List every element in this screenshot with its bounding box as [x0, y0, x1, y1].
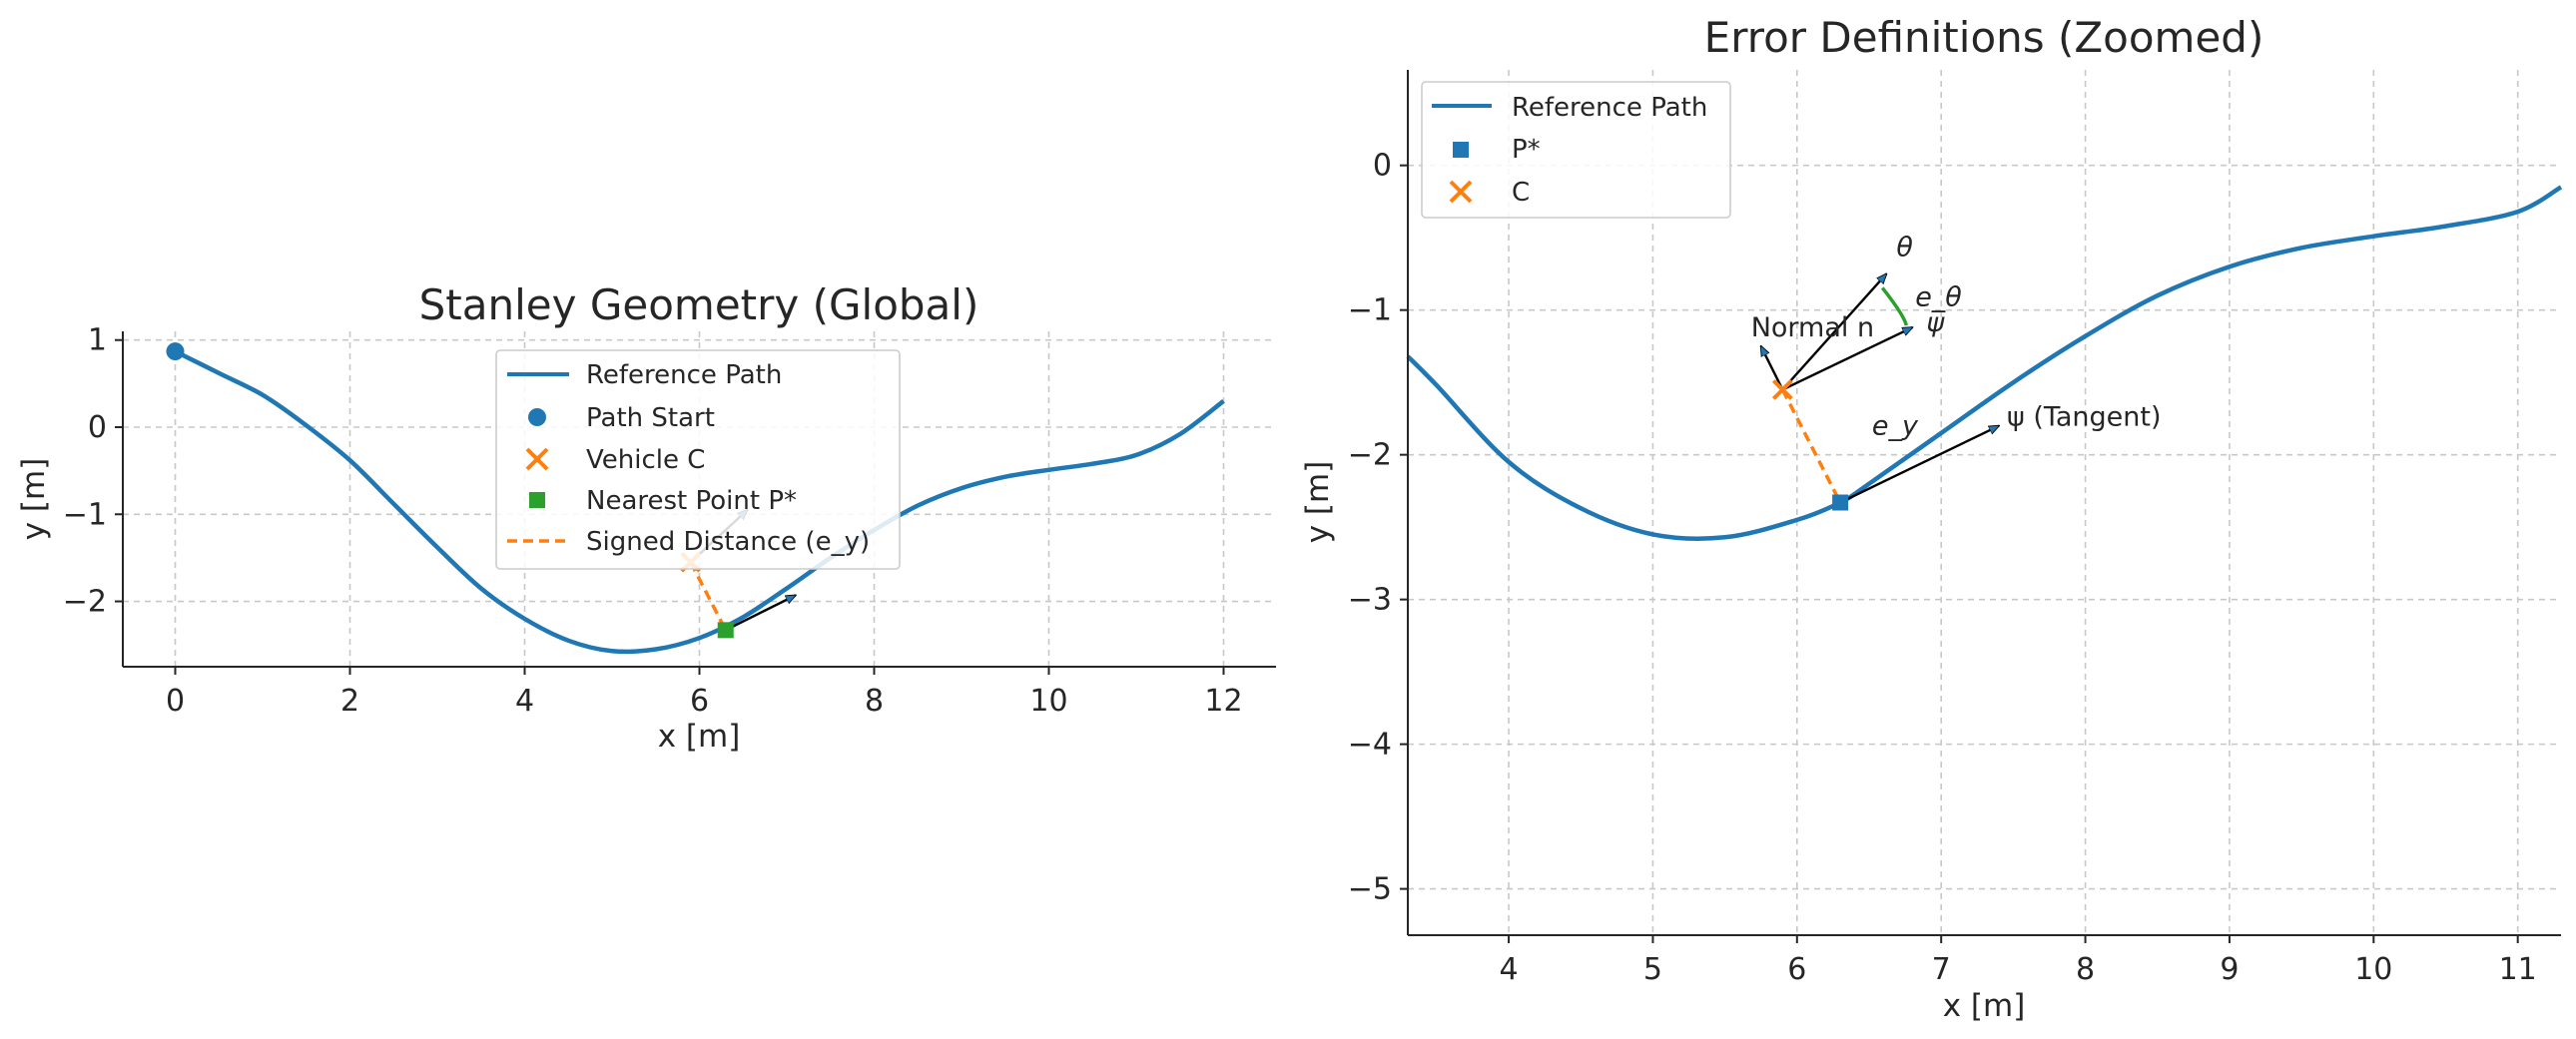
- nearest-point-marker: [1832, 494, 1849, 511]
- arrow-label: Normal n: [1751, 312, 1874, 343]
- error-definitions-chart: ψ (Tangent) Normal n θ ψ e_y e_θ 4 5 6 7 8 9 10 11 0 −…: [1300, 13, 2563, 1024]
- x-axis-label: x [m]: [1943, 988, 2026, 1024]
- y-tick-label: −5: [1348, 872, 1392, 907]
- y-tick-label: −2: [63, 585, 107, 620]
- legend-swatch-path-start: [528, 408, 546, 426]
- legend-label: C: [1512, 178, 1530, 208]
- y-tick-label: 1: [88, 323, 107, 358]
- y-tick-label: −3: [1348, 583, 1392, 618]
- legend-label: P*: [1512, 135, 1541, 165]
- y-axis-label: y [m]: [16, 458, 52, 541]
- legend-label: Nearest Point P*: [586, 486, 797, 516]
- etheta-annotation: e_θ: [1915, 281, 1962, 312]
- legend-swatch-p-star: [1453, 142, 1469, 158]
- x-tick-label: 5: [1643, 952, 1662, 987]
- vehicle-marker-stroke: [1771, 378, 1793, 400]
- x-axis-label: x [m]: [658, 719, 741, 755]
- x-tick-label: 4: [1500, 952, 1519, 987]
- x-tick-label: 2: [340, 684, 359, 719]
- arrow-label: ψ: [1926, 307, 1945, 338]
- x-tick-label: 9: [2220, 952, 2239, 987]
- x-tick-label: 6: [1787, 952, 1806, 987]
- arrow-label: ψ (Tangent): [2007, 402, 2162, 433]
- signed-distance-line: [689, 561, 728, 632]
- chart-legend: Reference Path Path Start Vehicle C Near…: [495, 349, 901, 570]
- path-start-marker: [166, 342, 185, 361]
- x-tick-label: 8: [2076, 952, 2095, 987]
- legend-label: Path Start: [586, 403, 715, 433]
- arrow-label: θ: [1896, 232, 1913, 262]
- vector-arrow: [1781, 325, 1912, 391]
- x-tick-label: 0: [166, 684, 185, 719]
- x-tick-label: 11: [2499, 952, 2537, 987]
- y-axis-label: y [m]: [1300, 461, 1336, 544]
- legend-swatch-nearest-point: [529, 492, 545, 508]
- chart-title: Stanley Geometry (Global): [419, 280, 979, 329]
- x-tick-label: 7: [1932, 952, 1951, 987]
- signed-distance-line: [1780, 388, 1842, 504]
- x-tick-label: 8: [865, 684, 884, 719]
- reference-path-line: [1406, 185, 2563, 541]
- x-tick-label: 6: [690, 684, 709, 719]
- x-tick-label: 10: [1029, 684, 1067, 719]
- legend-frame: [495, 349, 901, 570]
- vehicle-marker: [1771, 378, 1793, 400]
- chart-plot-area: ψ (Tangent) Normal n θ ψ e_y e_θ: [1406, 185, 2563, 541]
- y-tick-label: −4: [1348, 728, 1392, 763]
- reference-path-line: [174, 349, 1225, 655]
- ey-annotation: e_y: [1872, 410, 1919, 441]
- vector-arrow: [1839, 424, 1999, 504]
- legend-label: Vehicle C: [586, 445, 705, 475]
- vector-arrow: [1781, 273, 1886, 391]
- y-tick-label: −1: [1348, 293, 1392, 328]
- chart-ticks: 4 5 6 7 8 9 10 11 0 −1 −2 −3 −4 −5: [1348, 149, 2537, 987]
- y-tick-label: −2: [1348, 438, 1392, 473]
- legend-label: Reference Path: [1512, 93, 1707, 123]
- legend-swatch-vehicle: [525, 447, 549, 471]
- x-tick-label: 10: [2354, 952, 2392, 987]
- legend-swatch-c: [1449, 180, 1473, 204]
- legend-label: Signed Distance (e_y): [586, 527, 870, 557]
- heading-error-arc: [1880, 286, 1909, 326]
- nearest-point-marker: [717, 622, 734, 639]
- y-tick-label: −1: [63, 497, 107, 532]
- vector-arrow: [1759, 346, 1784, 390]
- legend-frame: [1421, 81, 1731, 219]
- legend-label: Reference Path: [586, 360, 782, 390]
- x-tick-label: 12: [1204, 684, 1242, 719]
- y-tick-label: 0: [88, 410, 107, 445]
- chart-legend: Reference Path P* C: [1421, 81, 1731, 219]
- x-tick-label: 4: [515, 684, 534, 719]
- chart-title: Error Definitions (Zoomed): [1704, 13, 2264, 62]
- y-tick-label: 0: [1373, 149, 1392, 184]
- vector-arrow: [725, 594, 796, 632]
